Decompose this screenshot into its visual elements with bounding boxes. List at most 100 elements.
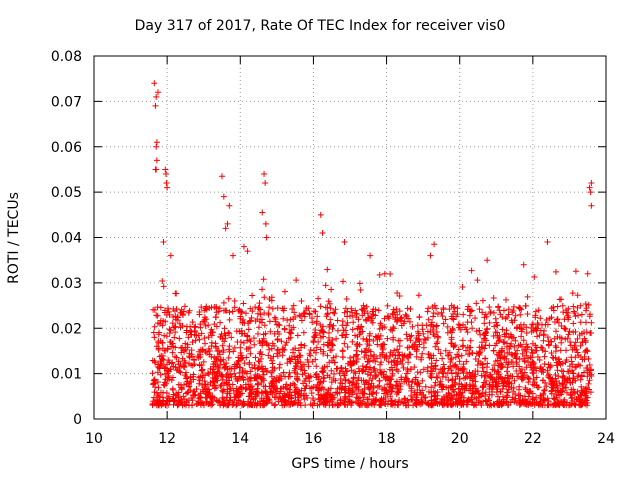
data-point xyxy=(540,390,547,397)
data-point xyxy=(178,385,185,392)
data-point xyxy=(213,397,220,404)
data-point xyxy=(432,366,439,373)
data-point xyxy=(452,354,459,361)
data-point xyxy=(489,366,496,373)
data-point xyxy=(263,341,270,348)
data-point xyxy=(585,355,592,362)
data-point xyxy=(454,351,461,358)
data-point xyxy=(517,311,524,318)
data-point xyxy=(191,328,198,335)
data-point xyxy=(462,385,469,392)
data-point xyxy=(493,322,500,329)
data-point xyxy=(181,303,188,310)
data-point xyxy=(349,338,356,345)
data-point xyxy=(396,396,403,403)
data-point xyxy=(554,362,561,369)
data-point xyxy=(225,295,232,302)
data-point xyxy=(427,352,434,359)
data-point xyxy=(377,397,384,404)
data-point xyxy=(213,344,220,351)
data-point xyxy=(460,398,467,405)
data-point xyxy=(572,354,579,361)
data-point xyxy=(221,361,228,368)
data-point xyxy=(227,385,234,392)
data-point xyxy=(523,329,530,336)
data-point xyxy=(557,347,564,354)
data-point xyxy=(391,347,398,354)
data-point xyxy=(569,290,576,297)
data-point xyxy=(212,375,219,382)
data-point xyxy=(479,384,486,391)
data-point xyxy=(433,322,440,329)
data-point xyxy=(352,370,359,377)
data-point xyxy=(431,241,438,248)
data-point xyxy=(167,366,174,373)
data-point xyxy=(555,388,562,395)
data-point xyxy=(582,319,589,326)
data-point xyxy=(167,327,174,334)
data-point xyxy=(357,286,364,293)
data-point xyxy=(188,331,195,338)
data-point xyxy=(429,303,436,310)
data-point xyxy=(419,377,426,384)
data-point xyxy=(373,389,380,396)
data-point xyxy=(521,357,528,364)
data-point xyxy=(414,392,421,399)
data-point xyxy=(579,397,586,404)
data-point xyxy=(350,374,357,381)
data-point xyxy=(364,371,371,378)
data-point xyxy=(320,323,327,330)
data-point xyxy=(509,358,516,365)
data-point xyxy=(238,402,245,409)
data-point xyxy=(245,381,252,388)
data-point xyxy=(496,352,503,359)
data-point xyxy=(312,371,319,378)
data-point xyxy=(396,293,403,300)
data-point xyxy=(570,303,577,310)
data-point xyxy=(405,354,412,361)
data-point xyxy=(353,347,360,354)
data-point xyxy=(382,401,389,408)
data-point xyxy=(495,304,502,311)
data-point xyxy=(574,304,581,311)
data-point xyxy=(413,353,420,360)
data-point xyxy=(329,337,336,344)
data-point xyxy=(479,309,486,316)
data-point xyxy=(570,308,577,315)
data-point xyxy=(237,338,244,345)
data-point xyxy=(279,352,286,359)
data-point xyxy=(292,314,299,321)
data-point xyxy=(226,348,233,355)
data-point xyxy=(411,364,418,371)
data-point xyxy=(201,314,208,321)
data-point xyxy=(432,343,439,350)
data-point xyxy=(420,392,427,399)
data-point xyxy=(516,356,523,363)
data-point xyxy=(376,377,383,384)
data-point xyxy=(369,308,376,315)
data-point xyxy=(439,366,446,373)
data-point xyxy=(240,376,247,383)
data-point xyxy=(202,322,209,329)
data-point xyxy=(414,399,421,406)
data-point xyxy=(493,319,500,326)
data-point xyxy=(297,366,304,373)
data-point xyxy=(440,304,447,311)
data-point xyxy=(503,330,510,337)
data-point xyxy=(317,211,324,218)
data-point xyxy=(428,321,435,328)
data-point xyxy=(529,321,536,328)
data-point xyxy=(176,368,183,375)
data-point xyxy=(588,319,595,326)
data-point xyxy=(428,370,435,377)
data-point xyxy=(514,324,521,331)
data-point xyxy=(479,297,486,304)
data-point xyxy=(430,309,437,316)
data-point xyxy=(317,346,324,353)
data-point xyxy=(447,328,454,335)
data-point xyxy=(175,394,182,401)
data-point xyxy=(225,374,232,381)
data-point xyxy=(342,334,349,341)
data-point xyxy=(364,341,371,348)
data-point xyxy=(469,390,476,397)
